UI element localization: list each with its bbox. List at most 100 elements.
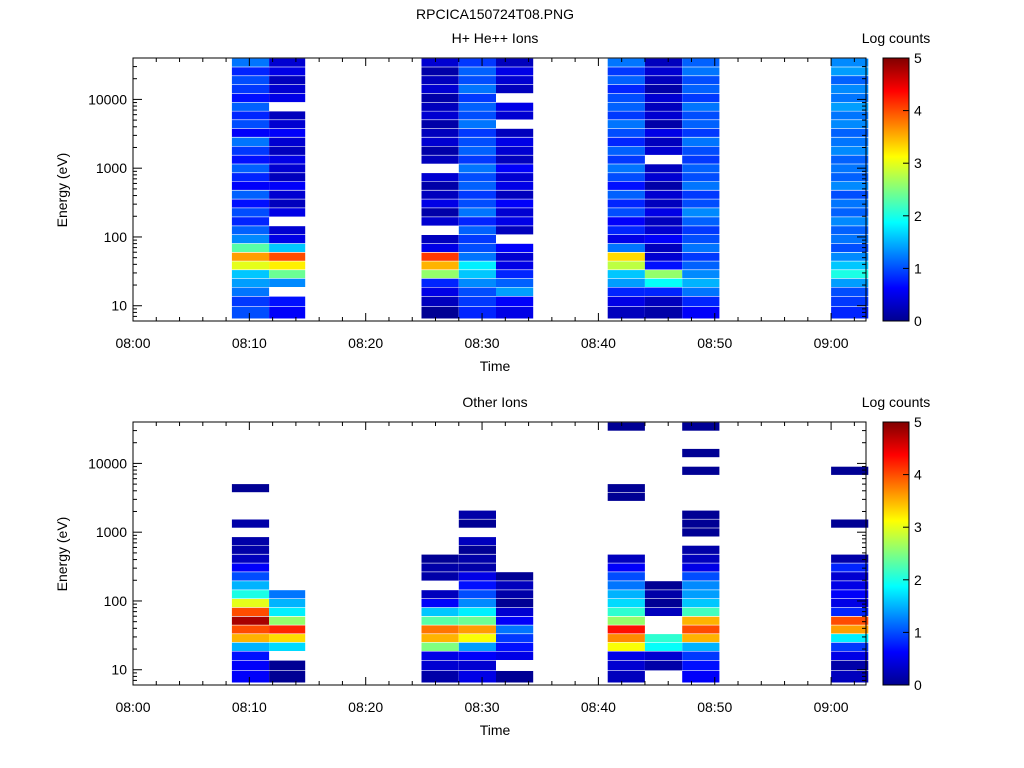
heatmap-cell bbox=[831, 581, 869, 590]
heatmap-cell bbox=[496, 590, 534, 599]
heatmap-cell bbox=[644, 278, 683, 287]
heatmap-cell bbox=[682, 660, 720, 671]
heatmap-cell bbox=[269, 208, 306, 217]
heatmap-cell bbox=[458, 164, 496, 173]
heatmap-cell bbox=[831, 519, 869, 528]
colorbar-tick-label: 0 bbox=[914, 677, 922, 693]
heatmap-cell bbox=[682, 287, 720, 296]
heatmap-cell bbox=[231, 642, 270, 651]
heatmap-cell bbox=[607, 93, 645, 103]
heatmap-cell bbox=[458, 181, 496, 190]
heatmap-cell bbox=[496, 634, 534, 643]
heatmap-cell bbox=[421, 137, 459, 147]
heatmap-cell bbox=[644, 217, 683, 226]
heatmap-cell bbox=[269, 199, 306, 208]
heatmap-cell bbox=[682, 173, 720, 182]
heatmap-cell bbox=[682, 137, 720, 147]
heatmap-cell bbox=[644, 146, 683, 155]
heatmap-cell bbox=[682, 671, 720, 683]
heatmap-cell bbox=[231, 519, 270, 528]
heatmap-cell bbox=[496, 572, 534, 581]
heatmap-cell bbox=[458, 137, 496, 147]
heatmap-cell bbox=[496, 84, 534, 94]
heatmap-cell bbox=[231, 261, 270, 270]
heatmap-cell bbox=[607, 616, 645, 625]
heatmap-cell bbox=[231, 235, 270, 244]
heatmap-cell bbox=[231, 120, 270, 129]
heatmap-cell bbox=[607, 111, 645, 120]
heatmap-cell bbox=[682, 190, 720, 199]
heatmap-cell bbox=[458, 217, 496, 226]
colorbar-gradient bbox=[882, 421, 910, 686]
colorbar-ticks: 0 1 2 3 4 5 bbox=[903, 414, 922, 693]
heatmap-cell bbox=[269, 671, 306, 683]
heatmap-cell bbox=[682, 545, 720, 554]
heatmap-cell bbox=[269, 181, 306, 190]
heatmap-cell bbox=[421, 572, 459, 581]
heatmap-cell bbox=[458, 226, 496, 235]
y-tick-label: 10 bbox=[111, 298, 127, 314]
heatmap-cell bbox=[496, 102, 534, 111]
heatmap-cell bbox=[269, 270, 306, 279]
heatmap-cell bbox=[269, 84, 306, 94]
heatmap-cell bbox=[831, 208, 869, 217]
plot-frame: 08:00 08:10 08:20 08:30 08:40 08:50 09:00 10 100… bbox=[88, 57, 867, 351]
heatmap-cell bbox=[231, 572, 270, 581]
heatmap-cell bbox=[831, 599, 869, 608]
heatmap-cell bbox=[496, 307, 534, 319]
heatmap-cell bbox=[231, 563, 270, 572]
heatmap-cell bbox=[607, 120, 645, 129]
y-tick-label: 100 bbox=[104, 229, 128, 245]
heatmap-cell bbox=[682, 607, 720, 616]
colorbar-label: Log counts bbox=[862, 394, 931, 410]
heatmap-cell bbox=[421, 120, 459, 129]
heatmap-cell bbox=[607, 590, 645, 599]
panel-title: H+ He++ Ions bbox=[452, 30, 539, 46]
heatmap-cell bbox=[421, 235, 459, 244]
heatmap-cell bbox=[421, 67, 459, 76]
heatmap-cell bbox=[607, 651, 645, 660]
heatmap-cell bbox=[231, 226, 270, 235]
x-tick-label: 08:30 bbox=[465, 335, 500, 351]
heatmap-cell bbox=[831, 199, 869, 208]
heatmap-cell bbox=[421, 173, 459, 182]
heatmap-cell bbox=[682, 93, 720, 103]
heatmap-cell bbox=[607, 625, 645, 634]
heatmap-cell bbox=[269, 616, 306, 625]
heatmap-cell bbox=[496, 199, 534, 208]
heatmap-cell bbox=[644, 111, 683, 120]
heatmap-cell bbox=[231, 217, 270, 226]
heatmap-cell bbox=[496, 173, 534, 182]
heatmap-cell bbox=[607, 84, 645, 94]
heatmap-cell bbox=[644, 235, 683, 244]
colorbar-tick-label: 2 bbox=[914, 208, 922, 224]
heatmap-cell bbox=[607, 146, 645, 155]
heatmap-cell bbox=[682, 581, 720, 590]
heatmap-cell bbox=[458, 270, 496, 279]
heatmap-cell bbox=[682, 554, 720, 563]
heatmap-cell bbox=[421, 270, 459, 279]
heatmap-cell bbox=[831, 625, 869, 634]
heatmap-cell bbox=[682, 226, 720, 235]
heatmap-cell bbox=[231, 190, 270, 199]
heatmap-cell bbox=[607, 208, 645, 217]
heatmap-cell bbox=[269, 261, 306, 270]
heatmap-cell bbox=[458, 634, 496, 643]
heatmap-cell bbox=[421, 111, 459, 120]
heatmap-cell bbox=[496, 208, 534, 217]
heatmap-cell bbox=[644, 164, 683, 173]
x-tick-label: 08:40 bbox=[581, 699, 616, 715]
heatmap-cell bbox=[231, 155, 270, 164]
heatmap-cell bbox=[831, 93, 869, 103]
plot-frame: 08:00 08:10 08:20 08:30 08:40 08:50 09:00 10 100… bbox=[88, 421, 867, 715]
heatmap-cell bbox=[682, 599, 720, 608]
heatmap-cell bbox=[644, 93, 683, 103]
heatmap-cell bbox=[831, 146, 869, 155]
heatmap-cell bbox=[644, 58, 683, 67]
heatmap-cell bbox=[607, 128, 645, 137]
heatmap-cell bbox=[607, 173, 645, 182]
heatmap-cell bbox=[269, 278, 306, 287]
heatmap-cell bbox=[496, 67, 534, 76]
heatmap-cell bbox=[607, 634, 645, 643]
heatmap-cell bbox=[269, 607, 306, 616]
